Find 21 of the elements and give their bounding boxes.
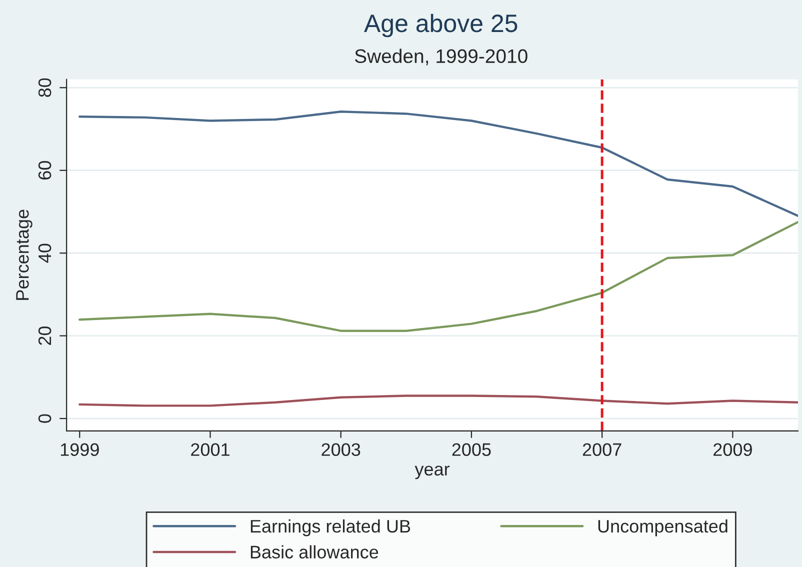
chart-subtitle: Sweden, 1999-2010 bbox=[354, 48, 528, 66]
legend-label: Earnings related UB bbox=[250, 519, 410, 536]
y-tick-label: 40 bbox=[38, 244, 52, 263]
legend-label: Uncompensated bbox=[598, 519, 728, 536]
x-tick-label: 2001 bbox=[191, 443, 230, 456]
x-tick-label: 1999 bbox=[60, 443, 99, 456]
y-tick-label: 60 bbox=[38, 161, 52, 180]
y-tick-label: 0 bbox=[38, 414, 52, 423]
line-series bbox=[78, 220, 798, 332]
line-series bbox=[78, 394, 798, 407]
x-tick-label: 2005 bbox=[452, 443, 491, 456]
x-tick-label: 2009 bbox=[714, 443, 752, 456]
y-axis-title: Percentage bbox=[16, 210, 32, 300]
legend-label: Basic allowance bbox=[250, 545, 378, 559]
x-tick-label: 2007 bbox=[582, 443, 622, 456]
x-axis-title: year bbox=[414, 466, 450, 480]
x-tick-label: 2003 bbox=[322, 443, 360, 456]
chart-title: Age above 25 bbox=[364, 14, 518, 38]
y-tick-label: 80 bbox=[38, 78, 52, 97]
y-tick-label: 20 bbox=[38, 326, 52, 345]
line-series bbox=[78, 110, 798, 217]
